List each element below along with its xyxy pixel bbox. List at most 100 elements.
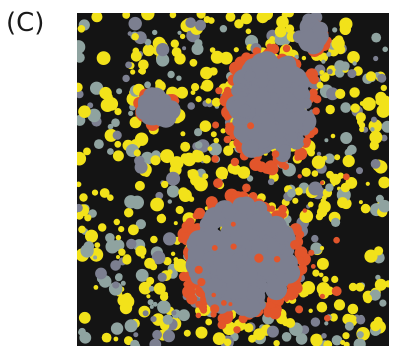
small-cell-region (149, 95, 166, 112)
speckle (83, 147, 91, 156)
lower-cell-region (187, 245, 205, 262)
speckle (175, 205, 184, 215)
speckle (231, 332, 239, 340)
speckle (194, 141, 203, 149)
speckle (292, 197, 299, 204)
orange-fragment (319, 293, 325, 299)
speckle (194, 128, 203, 137)
speckle (157, 300, 171, 314)
speckle (163, 232, 177, 246)
speckle (161, 180, 169, 189)
lower-cell-region (265, 278, 288, 301)
speckle (171, 310, 177, 316)
speckle (147, 299, 154, 306)
speckle (113, 218, 120, 226)
upper-cell-region (244, 70, 255, 82)
speckle (190, 90, 196, 95)
speckle (124, 195, 138, 209)
speckle (370, 127, 375, 132)
upper-cell-region (293, 85, 308, 100)
speckle (134, 180, 145, 191)
speckle (223, 338, 232, 346)
speckle (157, 272, 167, 282)
upper-cell-region-rim (309, 88, 318, 98)
speckle (194, 39, 203, 48)
speckle (294, 187, 303, 196)
speckle (364, 249, 378, 263)
orange-fragment (308, 249, 315, 256)
speckle (346, 144, 357, 155)
lower-cell-region-rim (186, 293, 198, 305)
speckle (185, 17, 196, 28)
speckle (107, 194, 114, 201)
speckle (156, 43, 170, 57)
orange-fragment (333, 236, 340, 244)
speckle (195, 19, 206, 31)
speckle (195, 96, 202, 103)
speckle (240, 13, 253, 25)
speckle (266, 325, 279, 338)
speckle (285, 13, 294, 18)
speckle (285, 24, 295, 34)
orange-fragment (230, 157, 240, 167)
speckle (167, 70, 175, 79)
speckle (375, 274, 381, 281)
speckle (133, 149, 141, 157)
speckle (205, 98, 212, 104)
segmented-micrograph-image (77, 13, 389, 346)
lower-cell-region (216, 260, 237, 281)
speckle (150, 197, 164, 212)
speckle (149, 304, 154, 309)
speckle (162, 330, 175, 343)
speckle (364, 296, 372, 304)
speckle (340, 61, 350, 71)
speckle (326, 51, 332, 57)
speckle (322, 276, 329, 283)
speckle (173, 221, 178, 226)
speckle (299, 209, 314, 223)
orange-fragment (212, 121, 220, 129)
speckle (356, 167, 363, 175)
speckle (370, 159, 381, 169)
speckle (144, 257, 155, 269)
speckle (380, 84, 387, 92)
orange-fragment (273, 256, 281, 263)
lower-cell-region (277, 225, 294, 243)
speckle (377, 73, 387, 83)
micrograph-canvas (77, 13, 389, 346)
speckle (77, 52, 85, 63)
speckle (130, 339, 140, 346)
lower-cell-region-rim (185, 217, 195, 227)
speckle (322, 195, 327, 201)
speckle (287, 188, 296, 198)
speckle (179, 33, 186, 40)
speckle (210, 131, 217, 138)
speckle (166, 185, 180, 198)
speckle (180, 141, 191, 152)
speckle (99, 188, 110, 198)
upper-cell-region-rim (224, 114, 231, 121)
speckle (128, 224, 139, 236)
speckle (225, 13, 236, 22)
speckle (77, 181, 82, 188)
speckle (105, 233, 115, 243)
small-cell-region (297, 30, 318, 51)
speckle (376, 104, 389, 118)
speckle (94, 242, 101, 249)
speckle (237, 166, 251, 179)
speckle (378, 176, 389, 189)
speckle (369, 130, 383, 144)
speckle (337, 197, 349, 209)
speckle (356, 331, 364, 339)
lower-cell-region (217, 236, 238, 256)
speckle (312, 269, 320, 277)
speckle (162, 314, 173, 325)
orange-fragment (284, 297, 289, 302)
orange-fragment (211, 245, 218, 251)
speckle (347, 51, 360, 64)
speckle (176, 75, 182, 81)
speckle (107, 148, 114, 155)
speckle (318, 272, 324, 278)
speckle (170, 156, 184, 170)
speckle (135, 219, 146, 230)
